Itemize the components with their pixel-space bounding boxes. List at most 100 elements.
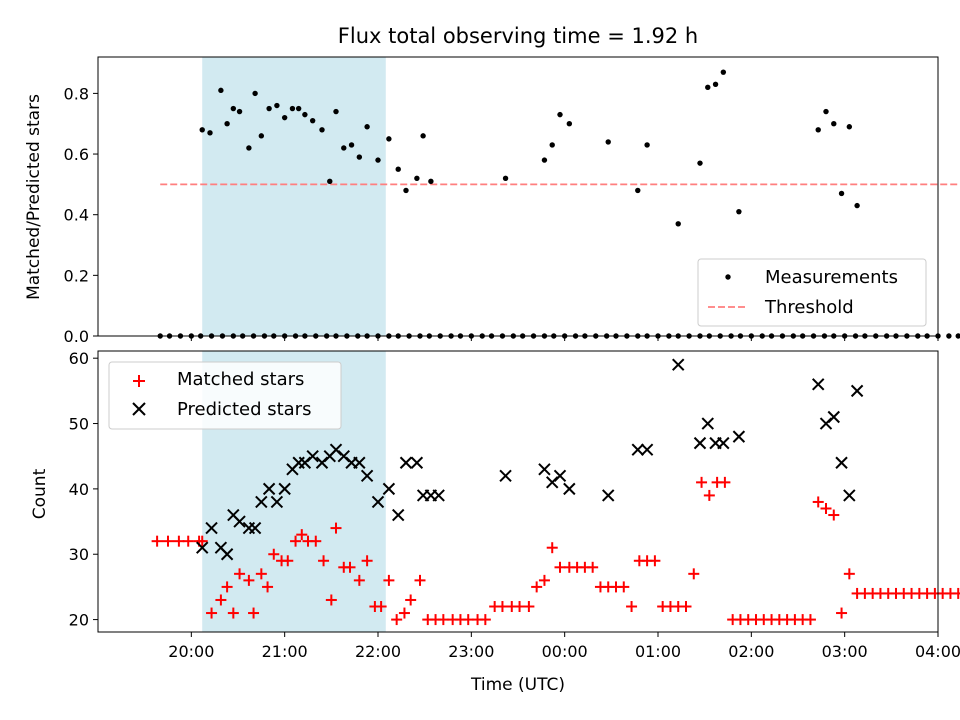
measurement-point [566,121,573,127]
matched-star-point [325,594,337,606]
predicted-star-b [717,436,730,450]
bottom-y-tick-label: 60 [69,349,89,368]
measurement-point [386,136,392,142]
predicted-star-b [371,495,385,509]
measurement-point [218,87,224,94]
bottom-y-tick-labels: 20 30 40 50 60 [69,349,98,630]
legend-predicted-marker [132,402,146,416]
measurement-point [414,175,420,182]
matched-star-point [353,574,365,586]
matched-star-point [523,601,535,613]
measurement-point [697,160,703,166]
predicted-star-point [732,430,746,443]
measurement-point [644,142,650,148]
measurement-point [502,175,509,182]
predicted-star-b [248,521,262,535]
matched-star-point [290,535,302,547]
predicted-star-point [717,436,730,450]
predicted-star-b [399,456,413,469]
matched-star-point [719,476,731,488]
predicted-star-b [337,450,350,463]
predicted-star-b [410,456,424,469]
predicted-star-point [835,456,848,469]
predicted-star-point [812,378,825,391]
measurement-point [823,108,829,115]
predicted-star-b [827,410,840,424]
legend-predicted-label: Predicted stars [177,399,311,420]
top-legend: Measurements Threshold [697,258,927,327]
top-shaded-interval [202,57,386,336]
measurement-point [258,133,265,139]
measurement-point [557,111,563,118]
matched-star-point [206,607,218,619]
measurement-point [635,187,641,194]
measurement-point [395,166,401,172]
matched-star-point [344,561,356,573]
predicted-star-point [432,489,445,502]
x-tick-label: 01:00 [635,642,681,661]
matched-star-point [618,581,630,593]
measurement-point [403,187,409,194]
matched-star-point [843,568,855,580]
x-tick-labels: 20:00 21:00 22:00 23:00 00:00 01:00 02:00 03:00… [168,632,960,661]
measurement-point [252,90,258,97]
measurement-point [712,81,719,87]
matched-star-point [227,607,239,619]
matched-star-markers [151,476,960,626]
x-tick-label: 03:00 [822,642,868,661]
matched-star-point [361,555,373,567]
legend-threshold-label: Threshold [764,297,854,318]
bottom-legend-box [108,361,342,430]
measurement-point [236,108,243,115]
measurement-point [356,154,363,160]
measurement-point [705,84,711,91]
matched-star-point [196,535,208,547]
matched-star-point [812,496,824,508]
matched-star-point [479,614,491,626]
measurement-point [720,69,727,75]
matched-star-point [828,509,840,521]
legend-matched-label: Matched stars [177,369,304,390]
predicted-star-b [382,482,396,496]
bottom-y-tick-label: 30 [69,545,89,564]
predicted-star-point [220,548,234,561]
matched-star-point [546,542,558,554]
measurement-point [831,121,837,127]
matched-star-point [587,561,599,573]
predicted-star-b [278,482,291,496]
predicted-star-b [701,417,714,430]
predicted-star-b [214,541,228,554]
measurement-point [364,124,370,130]
predicted-star-b [360,469,374,483]
predicted-star-b [255,495,268,509]
matched-star-point [383,574,395,586]
predicted-star-point [631,443,644,456]
predicted-star-b [640,443,654,456]
matched-star-point [405,594,417,606]
top-y-tick-label: 0.2 [64,266,89,285]
matched-star-point [688,568,700,580]
matched-star-point [462,614,474,626]
matched-star-point [804,614,816,626]
predicted-star-b [432,489,445,502]
measurement-point [348,142,355,148]
measurement-point [736,208,742,215]
matched-star-point [182,535,194,547]
top-axes-frame [97,56,939,337]
predicted-star-point [499,469,512,483]
top-chart-title: Flux total observing time = 1.92 h [338,24,698,48]
predicted-star-b [233,515,246,528]
matched-star-point [696,476,708,488]
matched-star-point [531,581,543,593]
predicted-star-point [399,456,413,469]
predicted-star-point [392,508,405,522]
measurement-point [295,105,302,112]
matched-star-point [318,555,330,567]
measurement-point [199,127,205,133]
measurement-point [327,178,333,185]
matched-star-point [820,502,832,514]
predicted-star-b [850,384,864,398]
x-axis-label: Time (UTC) [470,675,565,695]
measurement-point [333,108,339,115]
